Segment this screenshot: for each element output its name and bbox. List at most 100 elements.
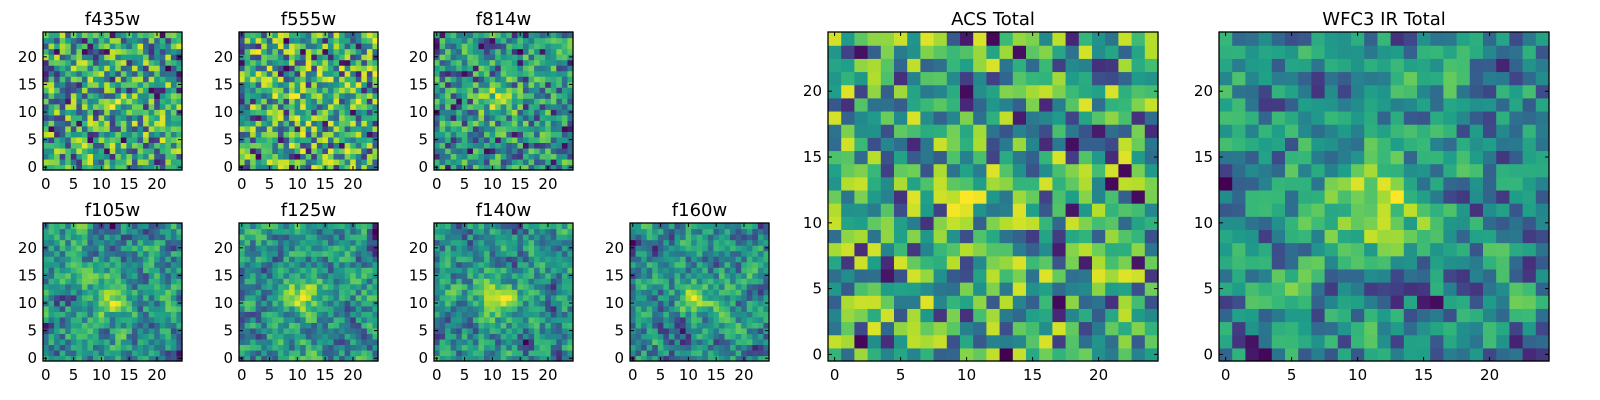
heatmap-cell — [244, 344, 251, 351]
heatmap-cell — [495, 120, 502, 127]
heatmap-cell — [445, 59, 452, 66]
heatmap-cell — [933, 216, 948, 230]
heatmap-cell — [567, 223, 574, 230]
heatmap-cell — [272, 125, 279, 132]
heatmap-cell — [1012, 282, 1027, 296]
heatmap-cell — [517, 322, 524, 329]
heatmap-cell — [696, 261, 703, 268]
heatmap-cell — [506, 65, 513, 72]
heatmap-cell — [350, 147, 357, 155]
heatmap-cell — [272, 54, 279, 61]
heatmap-cell — [1118, 334, 1133, 349]
heatmap-cell — [517, 289, 524, 296]
heatmap-cell — [506, 87, 513, 94]
heatmap-cell — [283, 344, 290, 351]
heatmap-cell — [316, 239, 323, 246]
heatmap-cell — [289, 239, 296, 246]
heatmap-cell — [137, 147, 144, 155]
heatmap-cell — [478, 153, 485, 160]
heatmap-cell — [350, 120, 357, 127]
heatmap-cell — [137, 355, 144, 362]
heatmap-cell — [43, 65, 50, 72]
heatmap-cell — [550, 327, 557, 334]
heatmap-cell — [344, 147, 351, 155]
heatmap-cell — [685, 267, 692, 274]
heatmap-cell — [137, 245, 144, 252]
heatmap-cell — [1131, 347, 1146, 362]
heatmap-cell — [289, 316, 296, 323]
heatmap-cell — [1026, 308, 1040, 323]
heatmap-cell — [339, 142, 346, 149]
heatmap-cell — [973, 321, 987, 336]
heatmap-cell — [70, 239, 77, 246]
heatmap-cell — [545, 349, 552, 357]
heatmap-cell — [663, 245, 670, 252]
heatmap-cell — [534, 92, 541, 99]
heatmap-cell — [339, 245, 346, 252]
heatmap-cell — [305, 98, 312, 105]
heatmap-cell — [48, 54, 55, 61]
heatmap-cell — [154, 153, 161, 160]
heatmap-cell — [272, 136, 279, 143]
heatmap-cell — [283, 272, 290, 279]
heatmap-cell — [439, 250, 446, 257]
heatmap-cell — [718, 338, 726, 346]
heatmap-cell — [567, 59, 574, 66]
heatmap-cell — [674, 234, 681, 241]
plot-frame — [433, 222, 574, 362]
heatmap-cell — [250, 322, 257, 329]
heatmap-cell — [439, 261, 446, 268]
heatmap-cell — [534, 43, 541, 50]
heatmap-cell — [255, 272, 262, 279]
heatmap-cell — [283, 87, 290, 94]
heatmap-cell — [630, 349, 637, 357]
heatmap-cell — [170, 278, 178, 285]
heatmap-cell — [567, 142, 574, 149]
heatmap-cell — [283, 305, 290, 312]
heatmap-cell — [120, 316, 127, 323]
heatmap-cell — [176, 131, 183, 138]
heatmap-cell — [283, 283, 290, 290]
heatmap-cell — [165, 267, 172, 274]
heatmap-cell — [277, 70, 285, 77]
heatmap-cell — [439, 349, 446, 357]
heatmap-cell — [946, 203, 961, 217]
heatmap-cell — [154, 147, 161, 155]
heatmap-cell — [272, 338, 279, 346]
heatmap-cell — [652, 300, 659, 307]
heatmap-cell — [366, 311, 374, 318]
heatmap-cell — [54, 245, 61, 252]
heatmap-cell — [746, 234, 753, 241]
heatmap-cell — [250, 245, 257, 252]
heatmap-cell — [87, 164, 94, 171]
heatmap-cell — [741, 327, 748, 334]
heatmap-cell — [109, 344, 116, 351]
heatmap-cell — [556, 153, 563, 160]
heatmap-cell — [120, 245, 127, 252]
heatmap-cell — [567, 228, 574, 235]
heatmap-cell — [266, 147, 273, 155]
heatmap-cell — [93, 142, 100, 149]
heatmap-cell — [534, 158, 541, 166]
heatmap-cell — [439, 278, 446, 285]
heatmap-cell — [495, 267, 502, 274]
heatmap-cell — [534, 76, 541, 83]
heatmap-cell — [746, 316, 753, 323]
heatmap-cell — [81, 153, 89, 160]
heatmap-cell — [239, 322, 246, 329]
panel-title: f435w — [85, 9, 140, 30]
heatmap-cell — [439, 147, 446, 155]
heatmap-cell — [159, 142, 166, 149]
x-tick-label: 15 — [511, 366, 530, 384]
heatmap-cell — [680, 294, 687, 301]
heatmap-cell — [104, 316, 111, 323]
heatmap-cell — [98, 131, 105, 138]
heatmap-cell — [126, 87, 133, 94]
heatmap-cell — [1078, 334, 1093, 349]
heatmap-cell — [104, 333, 111, 340]
heatmap-cell — [372, 311, 379, 318]
heatmap-cell — [702, 223, 709, 230]
heatmap-cell — [933, 321, 948, 336]
heatmap-cell — [635, 228, 642, 235]
heatmap-cell — [372, 158, 379, 166]
